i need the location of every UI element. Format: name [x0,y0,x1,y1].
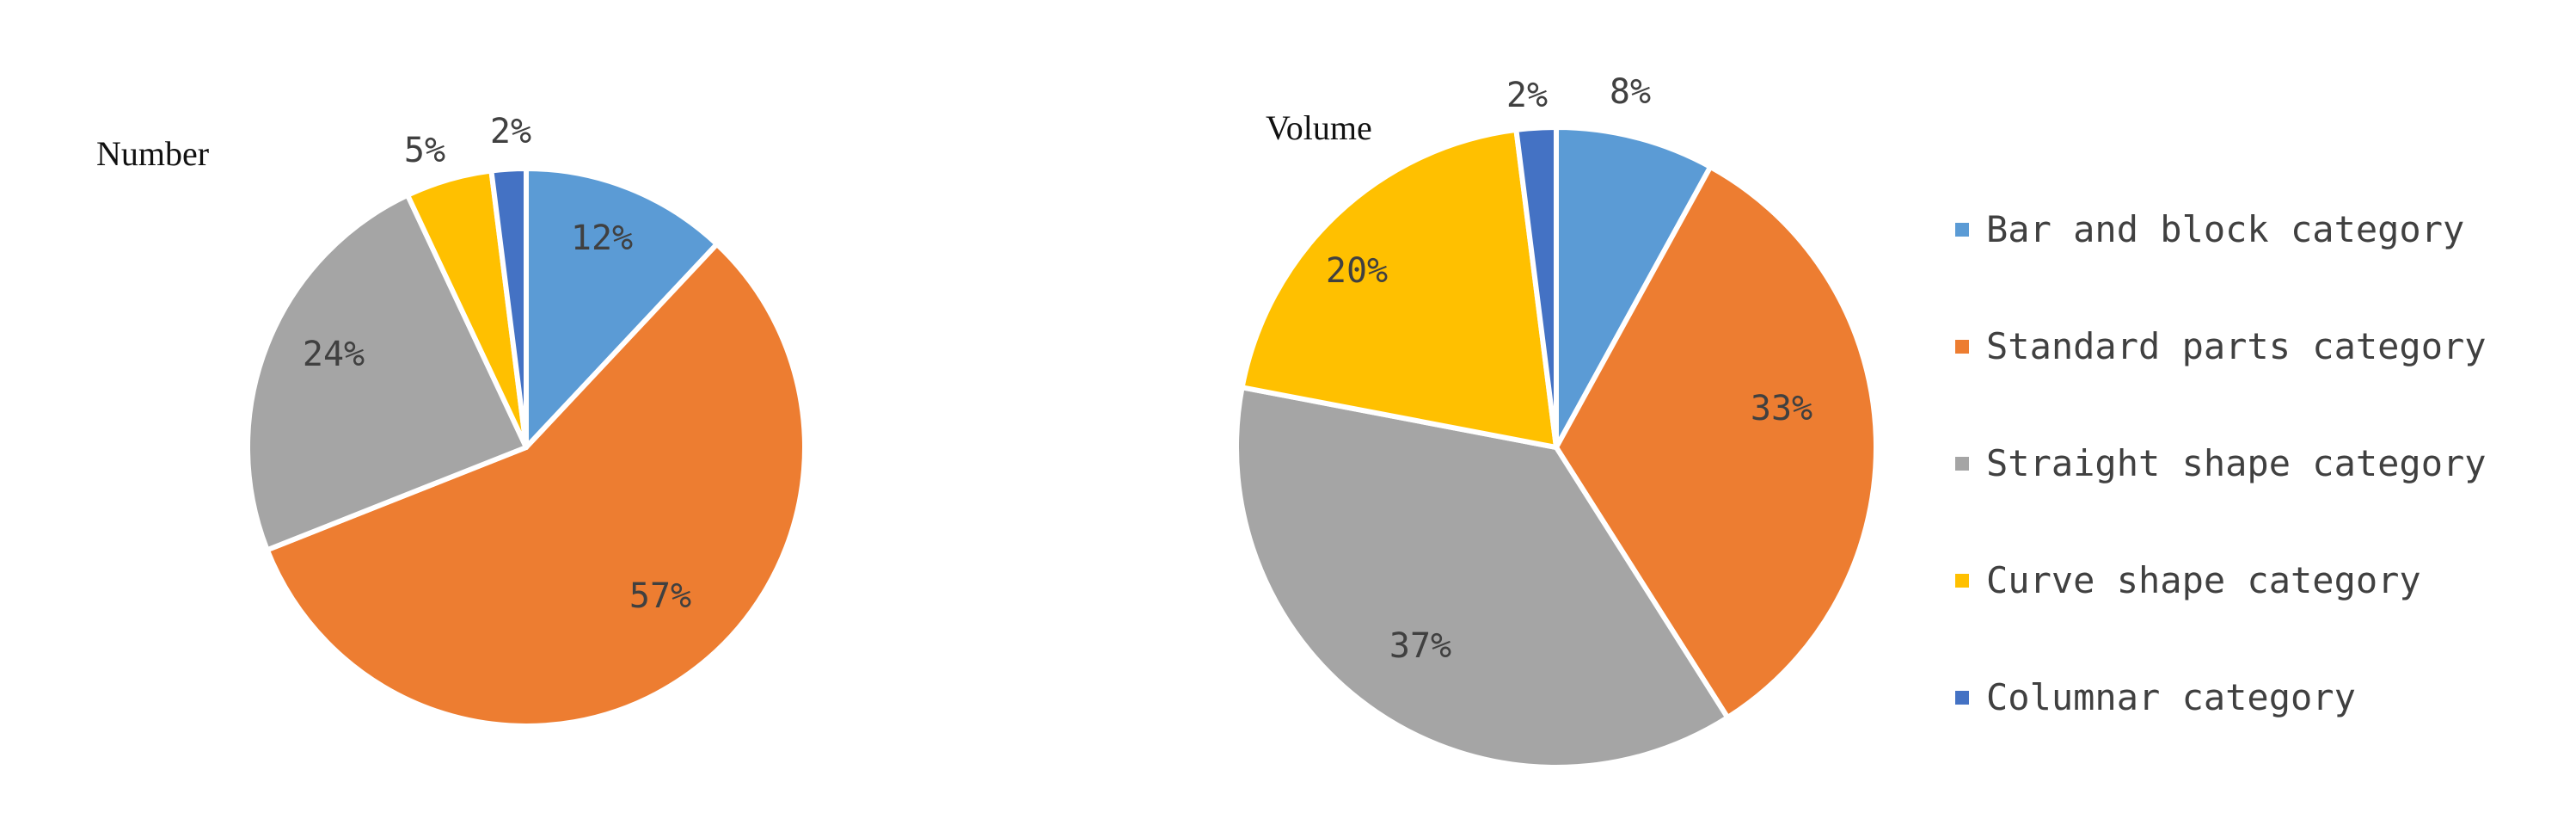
pie-labels-number: 12% 57% 24% 5% 2% [303,112,691,616]
pie-labels-volume: 8% 33% 37% 20% 2% [1326,72,1812,666]
slice-label-columnar: 2% [490,112,531,151]
pie-chart-volume: Volume 8% 33% 37% 20% 2% [1234,72,1879,770]
slice-label-straight-shape: 37% [1389,626,1451,666]
pie-slice-straight-shape [245,192,529,553]
pie-chart-number: Number 12% 57% 24% 5% 2% [96,112,807,729]
slice-label-standard-parts: 33% [1751,389,1812,428]
slice-label-curve-shape: 5% [404,131,445,170]
chart-title-number: Number [96,134,209,173]
pie-slice-standard-parts [1554,164,1879,721]
legend-item-curve-shape: Curve shape category [1955,559,2421,601]
pie-slice-columnar [1513,125,1559,450]
legend-swatch-curve-shape [1955,574,1969,588]
slice-label-columnar: 2% [1506,76,1548,115]
legend-item-straight-shape: Straight shape category [1955,442,2487,484]
slice-label-curve-shape: 20% [1326,251,1388,291]
slice-label-bar-and-block: 8% [1610,72,1651,112]
slice-label-bar-and-block: 12% [571,219,633,258]
legend-item-bar-and-block: Bar and block category [1955,208,2464,250]
legend-swatch-bar-and-block [1955,223,1969,237]
pie-slices-number [245,165,807,729]
slice-label-standard-parts: 57% [629,576,691,616]
legend-swatch-standard-parts [1955,340,1969,354]
pie-slice-columnar [488,165,529,450]
pie-slice-bar-and-block [1554,125,1714,450]
chart-legend: Bar and block category Standard parts ca… [1955,208,2487,718]
legend-label-standard-parts: Standard parts category [1986,325,2487,367]
pie-slice-bar-and-block [524,166,720,450]
pie-slice-standard-parts [264,241,807,729]
legend-swatch-columnar [1955,691,1969,705]
legend-label-straight-shape: Straight shape category [1986,442,2487,484]
legend-item-standard-parts: Standard parts category [1955,325,2487,367]
legend-label-columnar: Columnar category [1986,676,2356,718]
legend-swatch-straight-shape [1955,457,1969,471]
pie-slices-volume [1234,125,1879,770]
legend-item-columnar: Columnar category [1955,676,2356,718]
legend-label-bar-and-block: Bar and block category [1986,208,2464,250]
pie-slice-straight-shape [1234,385,1731,770]
slice-label-straight-shape: 24% [303,335,365,374]
chart-title-volume: Volume [1266,108,1372,147]
pie-slice-curve-shape [1239,126,1559,450]
legend-label-curve-shape: Curve shape category [1986,559,2421,601]
